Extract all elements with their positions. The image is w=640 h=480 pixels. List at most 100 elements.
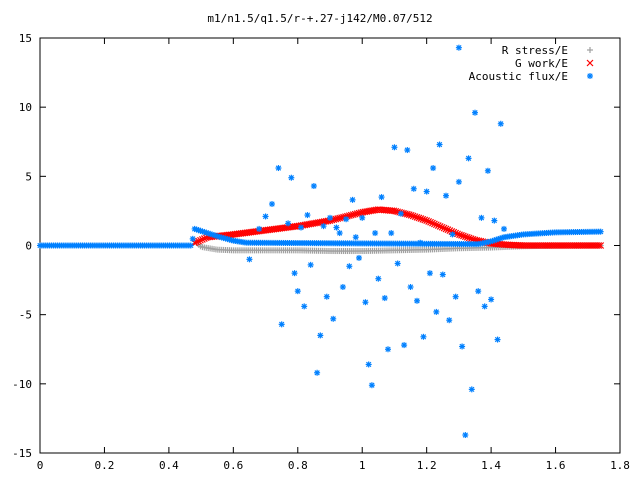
series-acoustic-flux-e-point [404,147,411,154]
series-acoustic-flux-e-point [307,261,314,268]
series-acoustic-flux-e-point [314,369,321,376]
series-g-work-e-point [429,219,436,227]
series-g-work-e-point [430,220,438,228]
series-g-work-e-point [444,226,452,234]
series-acoustic-flux-e-point [288,174,295,181]
series-g-work-e-point [454,230,462,238]
series-acoustic-flux-e-point [256,225,263,232]
legend-label: G work/E [515,57,568,70]
series-acoustic-flux-e-point [320,223,327,230]
series-g-work-e-point [407,211,415,219]
series-acoustic-flux-e-point [359,214,366,221]
series-acoustic-flux-e-point [407,284,414,290]
y-tick-label: 5 [25,170,32,183]
series-acoustic-flux-e-point [436,141,443,148]
series-acoustic-flux-e-point [368,382,375,389]
series-acoustic-flux-e-point [336,230,343,237]
series-acoustic-flux-e-point [385,346,391,353]
series-acoustic-flux-e-point [410,185,417,192]
series-acoustic-flux-e-point [433,308,440,315]
series-g-work-e-point [597,242,605,249]
series-g-work-e-point [195,237,202,245]
series-g-work-e-point [438,223,446,231]
series-acoustic-flux-e-point [317,332,324,339]
x-tick-label: 1.8 [610,459,630,472]
series-acoustic-flux-e-point [275,165,282,172]
series-g-work-e-point [463,233,471,241]
series-acoustic-flux-e-point [381,295,388,302]
series-acoustic-flux-e-point [362,299,369,306]
x-tick-label: 1.2 [417,459,437,472]
series-g-work-e-point [336,214,344,222]
series-g-work-e-point [413,213,421,221]
x-tick-label: 1 [359,459,366,472]
series-acoustic-flux-e-point [397,210,404,217]
series-acoustic-flux-e-point [478,214,485,221]
y-tick-label: 15 [19,32,32,45]
legend-label: Acoustic flux/E [469,70,568,83]
axis-ticks: 0 0.2 0.4 0.6 0.8 1 1.2 1.4 1.6 1.8 15 10 5 0 -5 -10 -15 [12,32,630,472]
series-acoustic-flux-e-point [494,336,501,343]
series-g-work-e-point [442,225,450,233]
series-g-work-e-point [415,214,423,222]
x-tick-label: 0.6 [223,459,243,472]
series-acoustic-flux-e-point [414,297,420,304]
series-acoustic-flux-e-point [372,230,379,237]
series-g-work-e-point [403,210,411,218]
series-acoustic-flux-e-point [443,192,449,199]
series-acoustic-flux-e-point [269,201,275,207]
series-g-work-e-point [349,211,357,219]
series-acoustic-flux-e-point [323,293,330,300]
series-acoustic-flux-e-point [430,165,437,172]
series-acoustic-flux-e-point [298,224,304,231]
series-acoustic-flux-e-point [352,234,359,241]
series-acoustic-flux-e-point [327,214,333,221]
series-acoustic-flux-e-point [391,144,398,151]
x-tick-label: 0.2 [95,459,115,472]
series-acoustic-flux-e-point [310,183,317,190]
series-g-work-e-point [392,207,400,215]
series-g-work-e-point [197,236,204,244]
series-acoustic-flux-e-point [365,361,372,368]
series-acoustic-flux-e-point [484,167,491,174]
series-g-work-e-point [425,218,433,225]
series-acoustic-flux-e-point [401,342,408,349]
series-acoustic-flux-e-point [301,303,308,310]
series-acoustic-flux-e-point [356,254,362,261]
series-acoustic-flux-e-point [417,239,424,246]
legend-marker [587,73,593,79]
series-g-work-e-point [467,235,475,243]
series-acoustic-flux-e-point [439,271,446,278]
series-acoustic-flux-e-point [339,284,346,290]
legend-marker [586,59,594,67]
series-g-work-e-point [465,234,473,242]
series-g-work-e-point [436,222,444,230]
series-g-work-e-point [427,218,434,226]
series-acoustic-flux-e-point [497,120,504,127]
series-g-work-e-point [423,217,431,225]
y-tick-label: -15 [12,447,32,460]
x-tick-label: 1.4 [481,459,501,472]
series-acoustic-flux-e-point [462,432,469,439]
series-g-work-e-point [458,231,465,239]
series-acoustic-flux-e-point [285,220,292,227]
series-g-work-e-point [434,222,442,230]
series-g-work-e-point [411,213,419,221]
series-acoustic-flux-e-point [278,321,285,328]
series-acoustic-flux-e-point [388,230,395,237]
series-acoustic-flux-e-point [459,343,466,350]
y-tick-label: -5 [19,309,32,322]
series-acoustic-flux-e-point [304,212,311,219]
series-acoustic-flux-e-point [481,303,488,310]
series-acoustic-flux-e-point [446,317,453,324]
x-tick-label: 0 [37,459,44,472]
series-acoustic-flux-e-point [294,288,301,295]
x-tick-label: 0.4 [159,459,179,472]
legend-label: R stress/E [502,44,568,57]
series-g-work-e-point [334,215,342,223]
chart-title: m1/n1.5/q1.5/r-+.27-j142/M0.07/512 [207,12,432,25]
series-acoustic-flux-e-point [291,270,298,277]
x-tick-label: 0.8 [288,459,308,472]
series-g-work-e-point [417,215,425,223]
